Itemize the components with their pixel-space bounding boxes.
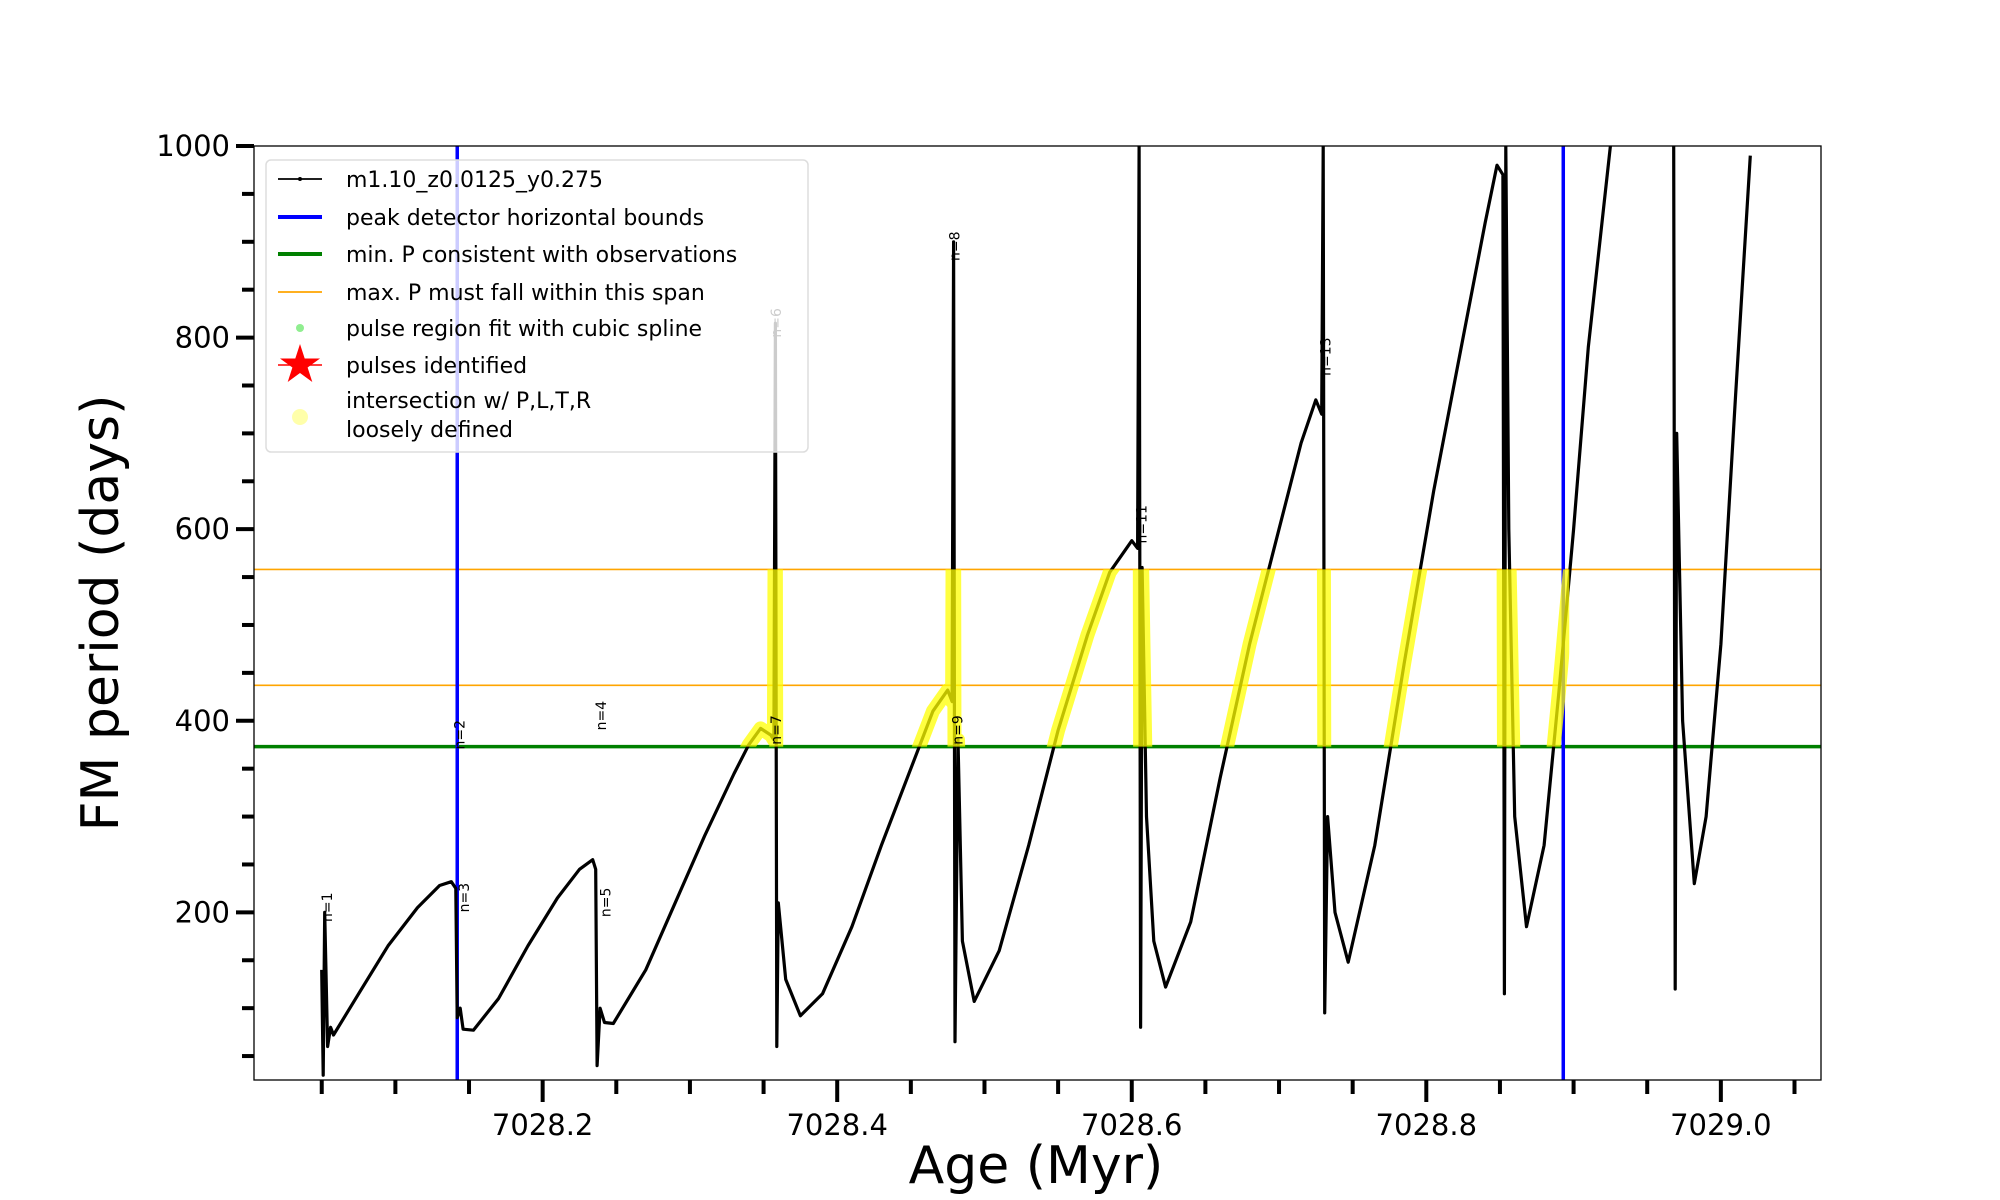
- legend-label: intersection w/ P,L,T,R: [346, 389, 591, 414]
- legend-dot-icon: [296, 324, 304, 332]
- y-tick-label: 800: [175, 321, 230, 355]
- pulse-labels: n=1n=2n=3n=4n=5n=6n=7n=8n=9n=11n=13: [320, 231, 1335, 922]
- legend-label: m1.10_z0.0125_y0.275: [346, 168, 603, 193]
- legend-label: min. P consistent with observations: [346, 243, 737, 268]
- pulse-label: n=9: [950, 715, 966, 745]
- pulse-label: n=2: [453, 720, 469, 750]
- legend-box: [265, 159, 809, 453]
- pulse-label: n=4: [594, 701, 610, 731]
- legend-label: pulses identified: [346, 354, 527, 379]
- x-axis-title: Age (Myr): [909, 1136, 1164, 1196]
- y-tick-label: 400: [175, 704, 230, 738]
- legend-star-icon: [280, 344, 320, 382]
- pulse-label: n=7: [769, 715, 785, 745]
- x-tick-label: 7028.8: [1376, 1108, 1477, 1142]
- intersection-highlight: [1674, 146, 1751, 989]
- intersection-highlight: [739, 569, 1570, 747]
- x-tick-label: 7029.0: [1670, 1108, 1771, 1142]
- legend-label: max. P must fall within this span: [346, 281, 705, 306]
- pulse-label: n=11: [1134, 505, 1150, 543]
- y-axis-title: FM period (days): [71, 395, 131, 832]
- pulse-label: n=5: [598, 888, 614, 918]
- period-curve: [1672, 146, 1752, 991]
- axes: 7028.2 7028.4 7028.6 7028.8 7029.0 200 400 600 8…: [156, 129, 1797, 1142]
- legend-label: loosely defined: [346, 418, 513, 443]
- legend-circle-icon: [292, 409, 308, 425]
- y-tick-label: 200: [175, 895, 230, 929]
- pulse-label: n=8: [947, 231, 963, 261]
- pulse-label: n=1: [320, 892, 336, 922]
- legend-label: peak detector horizontal bounds: [346, 206, 704, 231]
- y-tick-label: 1000: [156, 129, 230, 163]
- x-tick-label: 7028.6: [1081, 1108, 1182, 1142]
- x-tick-label: 7028.2: [492, 1108, 593, 1142]
- pulse-label: n=3: [457, 883, 473, 913]
- plot-frame: [253, 145, 1822, 1081]
- legend-label: pulse region fit with cubic spline: [346, 317, 702, 342]
- legend-series-dot-icon: [298, 177, 302, 181]
- x-tick-label: 7028.4: [786, 1108, 887, 1142]
- intersection-highlights: [739, 146, 1751, 989]
- y-tick-label: 600: [175, 512, 230, 546]
- pulse-label: n=13: [1319, 337, 1335, 375]
